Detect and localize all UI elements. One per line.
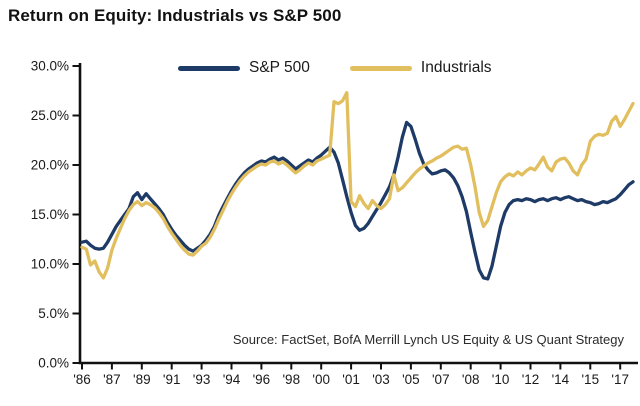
legend: S&P 500 Industrials <box>178 59 492 77</box>
x-tick-label: '15 <box>581 372 599 387</box>
y-tick-label: 25.0% <box>31 108 69 123</box>
industrials-line <box>80 91 635 280</box>
y-tick-label: 30.0% <box>31 59 69 74</box>
legend-item-industrials: Industrials <box>349 59 492 77</box>
sp500-line-swatch <box>178 65 240 71</box>
legend-label-industrials: Industrials <box>420 59 492 76</box>
x-tick-label: '96 <box>253 372 271 387</box>
chart-title: Return on Equity: Industrials vs S&P 500 <box>8 6 342 25</box>
x-tick-label: '86 <box>73 372 91 387</box>
y-tick-label: 20.0% <box>31 158 69 173</box>
y-tick-label: 10.0% <box>31 257 69 272</box>
x-tick-label: '03 <box>372 372 390 387</box>
source-note: Source: FactSet, BofA Merrill Lynch US E… <box>232 332 624 347</box>
x-tick-label: '93 <box>193 372 211 387</box>
x-tick-label: '94 <box>223 372 241 387</box>
x-tick-label: '01 <box>342 372 360 387</box>
sp500-line <box>80 120 635 281</box>
y-tick-label: 15.0% <box>31 207 69 222</box>
x-tick-label: '07 <box>432 372 450 387</box>
y-tick-label: 5.0% <box>38 306 69 321</box>
x-tick-label: '12 <box>522 372 540 387</box>
y-tick-label: 0.0% <box>38 356 69 371</box>
industrials-line-swatch <box>349 65 412 71</box>
x-tick-label: '91 <box>163 372 181 387</box>
x-tick-label: '05 <box>402 372 420 387</box>
legend-label-sp500: S&P 500 <box>249 59 310 76</box>
x-tick-label: '08 <box>462 372 480 387</box>
x-tick-label: '10 <box>492 372 510 387</box>
x-tick-label: '98 <box>282 372 300 387</box>
x-tick-label: '89 <box>133 372 151 387</box>
x-tick-label: '00 <box>312 372 330 387</box>
x-tick-label: '14 <box>552 372 570 387</box>
legend-item-sp500: S&P 500 <box>178 59 310 77</box>
x-tick-label: '17 <box>611 372 629 387</box>
x-tick-label: '87 <box>103 372 121 387</box>
